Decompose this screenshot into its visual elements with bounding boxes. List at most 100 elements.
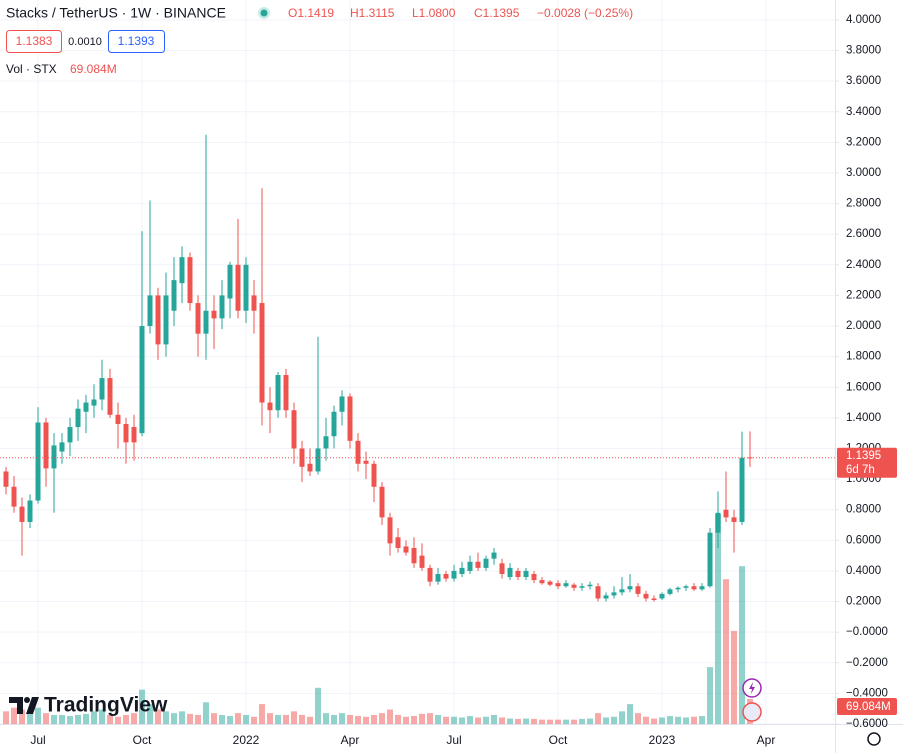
volume-bar [587, 718, 593, 724]
candle-body [75, 408, 81, 428]
candle-body [547, 581, 553, 585]
volume-bar [419, 713, 425, 724]
volume-bar [531, 718, 537, 724]
candle-body [235, 264, 241, 311]
candle-body [59, 442, 65, 452]
candle-body [675, 587, 681, 590]
volume-bar [515, 718, 521, 724]
volume-bar [147, 704, 153, 724]
candle-body [411, 547, 417, 564]
volume-bar [251, 716, 257, 724]
candle-body [659, 593, 665, 599]
logo-text: TradingView [44, 694, 168, 717]
volume-bar [163, 711, 169, 724]
last-price-label: 1.1395 [846, 450, 881, 462]
bid[interactable]: 1.1383 [16, 34, 53, 48]
volume-bar [219, 714, 225, 724]
candle-body [83, 402, 89, 412]
candle-body [683, 586, 689, 588]
candle-body [515, 570, 521, 578]
candle-body [387, 517, 393, 544]
volume-bar [155, 709, 161, 724]
branding: TradingView [9, 694, 168, 717]
candle-body [251, 295, 257, 311]
bid-box[interactable] [6, 30, 62, 53]
x-tick-label: 2022 [233, 733, 260, 747]
candle-body [611, 592, 617, 596]
candle-body [443, 573, 449, 579]
y-tick-label: −0.2000 [846, 657, 888, 669]
candle-body [587, 584, 593, 587]
x-tick-label: Apr [757, 733, 776, 747]
volume-bar [555, 719, 561, 724]
volume-bar [547, 719, 553, 724]
volume-bar [707, 667, 713, 724]
candle-body [11, 486, 17, 507]
y-tick-label: 1.4000 [846, 412, 881, 424]
volume-bar [123, 714, 129, 724]
volume-bar [179, 711, 185, 724]
settings-icon[interactable] [867, 732, 881, 746]
candle-body [499, 563, 505, 574]
header: Stacks / TetherUS · 1W · BINANCE O1.1419… [6, 5, 633, 76]
candle-body [43, 422, 49, 469]
volume-bar [91, 711, 97, 724]
volume-bar [363, 716, 369, 724]
candle-body [419, 555, 425, 568]
volume-tag-label: 69.084M [846, 701, 891, 713]
volume-bar [267, 713, 273, 724]
volume-bar [51, 714, 57, 724]
candle-body [27, 500, 33, 522]
volume-bar [571, 719, 577, 724]
candle-body [563, 583, 569, 587]
volume-bar [523, 718, 529, 724]
volume-bar [131, 713, 137, 724]
y-tick-label: 3.6000 [846, 75, 881, 87]
candle-body [483, 558, 489, 568]
candle-body [371, 463, 377, 487]
volume-bar [307, 716, 313, 724]
candle-body [155, 295, 161, 345]
candle-body [459, 567, 465, 574]
volume-bar [683, 717, 689, 724]
candle-body [539, 580, 545, 584]
status-dot [260, 9, 268, 17]
candle-body [331, 411, 337, 437]
candle-body [3, 471, 9, 487]
volume-bar [731, 630, 737, 724]
volume-bar [427, 713, 433, 724]
countdown: 6d 7h [846, 464, 875, 476]
candle-body [67, 427, 73, 443]
volume-bar [651, 718, 657, 724]
volume-bar [627, 704, 633, 724]
volume-bar [195, 714, 201, 724]
volume-bar [387, 709, 393, 724]
ask[interactable]: 1.1393 [118, 34, 155, 48]
y-tick-label: 2.0000 [846, 320, 881, 332]
y-tick-label: 0.4000 [846, 565, 881, 577]
volume-bar [579, 718, 585, 724]
y-tick-label: 2.2000 [846, 289, 881, 301]
candle-body [123, 423, 129, 443]
candle-body [179, 257, 185, 284]
candle-layer [0, 134, 835, 602]
x-tick-label: Jul [30, 733, 45, 747]
candle-body [299, 448, 305, 467]
candle-body [91, 399, 97, 406]
volume-bar [315, 687, 321, 724]
logo-mark [9, 697, 39, 714]
candle-body [243, 264, 249, 311]
candle-body [19, 506, 25, 522]
y-tick-label: 4.0000 [846, 14, 881, 26]
volume-bar [235, 713, 241, 724]
volume-bar [371, 714, 377, 724]
economic-icon[interactable] [742, 702, 762, 722]
volume-bar [603, 717, 609, 724]
volume-bar [507, 718, 513, 724]
volume-bar [451, 716, 457, 724]
candle-body [651, 598, 657, 601]
ask-box[interactable] [108, 30, 165, 53]
candle-body [259, 303, 265, 403]
candle-body [667, 589, 673, 594]
y-tick-label: 2.8000 [846, 198, 881, 210]
